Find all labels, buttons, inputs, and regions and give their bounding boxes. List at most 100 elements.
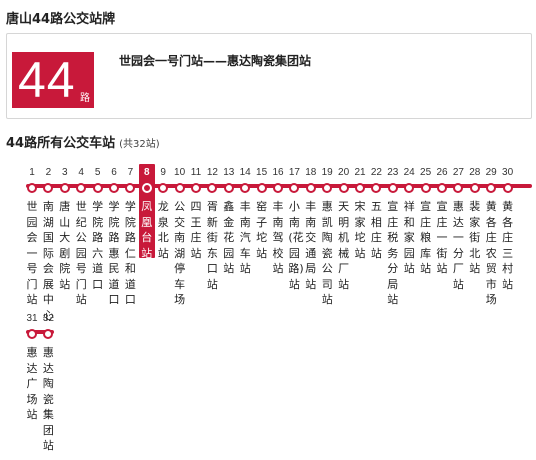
stop-name: 惠达一分厂站 xyxy=(452,200,464,291)
stop-dot-icon xyxy=(404,183,415,193)
stop-name: 裴家街北站 xyxy=(469,200,481,275)
stop-number: 5 xyxy=(94,167,101,178)
stop-dot-icon xyxy=(469,183,480,193)
stop-number: 30 xyxy=(502,167,514,178)
stop-number: 11 xyxy=(190,167,202,178)
stop-dot-icon xyxy=(387,183,398,193)
stop-dot-icon xyxy=(273,183,283,193)
station-stop[interactable]: 22 五相庄站 xyxy=(368,167,384,261)
stop-dot-icon xyxy=(59,183,70,193)
station-stop[interactable]: 23 宣庄税务分局站 xyxy=(385,167,401,308)
stop-dot-icon xyxy=(174,183,185,193)
stations-heading: 44路所有公交车站 (共32站) xyxy=(6,132,160,151)
stop-dot-icon xyxy=(256,183,267,193)
route-badge: 44 路 xyxy=(12,52,94,108)
station-stop[interactable]: 20 天明机械厂站 xyxy=(336,167,352,292)
station-stop[interactable]: 9 龙泉北站 xyxy=(155,167,171,261)
stop-number: 16 xyxy=(272,167,284,178)
stop-dot-icon xyxy=(289,183,300,193)
station-stop[interactable]: 1 世园会一号门站 xyxy=(24,167,40,308)
stop-number: 26 xyxy=(436,167,448,178)
station-stop[interactable]: 16 丰南驾校站 xyxy=(270,167,286,277)
station-stop[interactable]: 7 学院路仁和道口 xyxy=(122,167,138,308)
route-suffix: 路 xyxy=(80,93,90,104)
station-stop[interactable]: 10 公交南湖停车场 xyxy=(172,167,188,308)
station-stop[interactable]: 27 惠达一分厂站 xyxy=(450,167,466,292)
stop-number: 32 xyxy=(42,313,54,324)
stop-name: 四王庄站 xyxy=(190,200,202,260)
station-stop[interactable]: 28 裴家街北站 xyxy=(467,167,483,277)
stop-number: 1 xyxy=(29,167,35,178)
station-stop[interactable]: 3 唐山大剧院站 xyxy=(57,167,73,292)
stop-dot-icon xyxy=(141,183,152,193)
stop-dot-icon xyxy=(43,183,54,193)
stop-name: 世园会一号门站 xyxy=(26,200,38,306)
stop-number: 22 xyxy=(370,167,382,178)
stop-number: 8 xyxy=(144,167,150,178)
stop-name: 世纪公园号门站 xyxy=(75,200,87,306)
station-stop[interactable]: 8 凤凰台站 xyxy=(138,164,155,261)
stop-name: 宋家坨站 xyxy=(354,200,366,260)
stop-number: 14 xyxy=(239,167,251,178)
stop-number: 31 xyxy=(26,313,38,324)
stop-name: 胥新街东口站 xyxy=(206,200,218,291)
stop-number: 9 xyxy=(160,167,166,178)
stop-dot-icon xyxy=(453,183,464,193)
station-stop[interactable]: 5 学院路六道口 xyxy=(90,167,106,292)
station-stop[interactable]: 25 宣庄粮库站 xyxy=(418,167,434,277)
route-direction: 世园会一号门站——惠达陶瓷集团站 xyxy=(119,54,312,68)
station-stop[interactable]: 30 黄各庄三村站 xyxy=(500,167,516,292)
station-stop[interactable]: 26 宣庄一街站 xyxy=(434,167,450,277)
station-stop[interactable]: 17 小南(花园路)站 xyxy=(286,167,304,292)
station-stop[interactable]: 32 惠达陶瓷集团站 xyxy=(40,313,56,454)
station-stop[interactable]: 24 祥和家园站 xyxy=(401,167,417,277)
stop-dot-icon xyxy=(437,183,447,193)
stop-number: 29 xyxy=(485,167,497,178)
stop-dot-icon xyxy=(486,183,497,193)
stop-number: 28 xyxy=(469,167,481,178)
station-stop[interactable]: 11 四王庄站 xyxy=(188,167,204,261)
station-stop[interactable]: 12 胥新街东口站 xyxy=(204,167,220,292)
stop-number: 10 xyxy=(174,167,186,178)
stop-number: 21 xyxy=(354,167,366,178)
station-stop[interactable]: 15 窑子坨站 xyxy=(254,167,270,261)
stop-name: 惠达陶瓷集团站 xyxy=(42,346,54,452)
stop-name: 窑子坨站 xyxy=(256,200,268,260)
stop-number: 13 xyxy=(223,167,235,178)
stop-number: 18 xyxy=(305,167,317,178)
stop-name: 天明机械厂站 xyxy=(338,200,350,291)
stop-number: 23 xyxy=(387,167,399,178)
page-title: 唐山44路公交站牌 xyxy=(6,12,116,27)
station-stop[interactable]: 29 黄各庄农贸市场 xyxy=(483,167,499,308)
stop-name: 黄各庄农贸市场 xyxy=(485,200,497,306)
station-stop[interactable]: 4 世纪公园号门站 xyxy=(73,167,89,308)
stop-number: 3 xyxy=(62,167,68,178)
route-card: 44 路 世园会一号门站——惠达陶瓷集团站 xyxy=(6,33,532,119)
stop-name: 凤凰台站 xyxy=(141,200,153,260)
stop-dot-icon xyxy=(371,183,382,193)
stop-name: 鑫金花园站 xyxy=(223,200,235,275)
stop-dot-icon xyxy=(502,183,513,193)
stop-name: 丰南驾校站 xyxy=(272,200,284,275)
station-stop[interactable]: 19 惠凯陶瓷公司站 xyxy=(319,167,335,308)
stop-dot-icon xyxy=(27,183,37,193)
stop-number: 2 xyxy=(45,167,52,178)
station-stop[interactable]: 14 丰南汽车站 xyxy=(237,167,253,277)
stop-number: 15 xyxy=(256,167,268,178)
stop-dot-icon xyxy=(158,183,169,193)
station-stop[interactable]: 13 鑫金花园站 xyxy=(221,167,237,277)
stop-dot-icon xyxy=(223,183,234,193)
station-stop[interactable]: 21 宋家坨站 xyxy=(352,167,368,261)
station-stop[interactable]: 31 惠达广场站 xyxy=(24,313,40,423)
stop-name: 祥和家园站 xyxy=(403,200,415,275)
station-stop[interactable]: 18 丰南交通局站 xyxy=(303,167,319,292)
stop-dot-icon xyxy=(207,183,218,193)
station-stop[interactable]: 6 学院路惠民道口 xyxy=(106,167,122,308)
stop-name: 小南(花园路)站 xyxy=(288,200,304,291)
stop-name: 宣庄税务分局站 xyxy=(387,200,399,306)
stop-dot-icon xyxy=(76,183,87,193)
station-stop[interactable]: 2 南湖国际会展中心 xyxy=(40,167,56,323)
stop-dot-icon xyxy=(27,329,37,339)
stop-number: 19 xyxy=(321,167,333,178)
stop-dot-icon xyxy=(109,183,119,193)
